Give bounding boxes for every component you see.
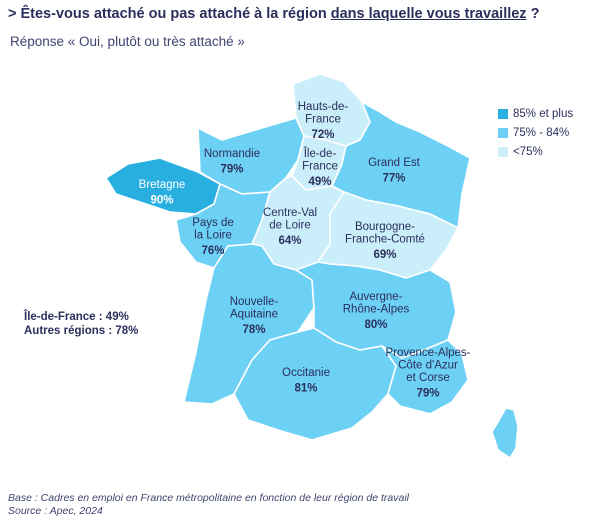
region-label-provence-alpes-cote-d-azur-et-corse-line-2: et Corse [406,372,449,384]
region-label-centre-val-de-loire-line-1: de Loire [269,220,311,232]
summary-stats: Île-de-France : 49% Autres régions : 78% [24,310,138,338]
region-label-bourgogne-franche-comte-line-1: Franche-Comté [345,234,425,246]
stat-ile-de-france: Île-de-France : 49% [24,311,129,323]
region-value-auvergne-rhone-alpes: 80% [364,319,387,331]
legend-label-high: 85% et plus [513,107,574,120]
chart-subtitle: Réponse « Oui, plutôt ou très attaché » [10,34,245,49]
region-value-ile-de-france: 49% [308,176,331,188]
region-value-bretagne: 90% [150,195,173,207]
region-label-auvergne-rhone-alpes-line-1: Rhône-Alpes [343,304,410,316]
region-label-nouvelle-aquitaine-line-1: Aquitaine [230,309,278,321]
region-provence-alpes-cote-d-azur [381,339,469,415]
region-label-ile-de-france-line-1: France [302,161,338,173]
footer-base: Base : Cadres en emploi en France métrop… [8,492,409,504]
region-label-normandie-line-0: Normandie [204,148,260,160]
region-label-auvergne-rhone-alpes-line-0: Auvergne- [349,291,402,303]
region-label-provence-alpes-cote-d-azur-et-corse-line-0: Provence-Alpes- [385,347,470,359]
region-value-pays-de-la-loire: 76% [201,245,224,257]
legend-label-low: <75% [513,145,543,158]
legend-item-low: <75% [498,142,573,161]
region-label-nouvelle-aquitaine-line-0: Nouvelle- [230,296,279,308]
region-value-bourgogne-franche-comte: 69% [373,249,396,261]
region-label-ile-de-france-line-0: Île-de- [303,147,337,160]
footer-source: Source : Apec, 2024 [8,505,103,517]
legend-swatch-high [498,108,508,119]
map-legend: 85% et plus 75% - 84% <75% [498,104,573,161]
title-suffix: ? [526,6,540,22]
region-value-provence-alpes-cote-d-azur-et-corse: 79% [416,388,439,400]
stat-autres-regions: Autres régions : 78% [24,325,139,337]
legend-item-high: 85% et plus [498,104,573,123]
region-value-grand-est: 77% [382,173,405,185]
legend-swatch-low [498,146,508,157]
title-underlined: dans laquelle vous travaillez [330,6,527,22]
region-label-hauts-de-france-line-0: Hauts-de- [298,101,349,113]
region-label-provence-alpes-cote-d-azur-et-corse-line-1: Côte d'Azur [398,360,458,372]
region-label-pays-de-la-loire-line-1: la Loire [194,230,232,242]
region-value-hauts-de-france: 72% [311,129,334,141]
chart-title: > Êtes-vous attaché ou pas attaché à la … [8,6,593,22]
legend-item-mid: 75% - 84% [498,123,573,142]
region-label-bretagne-line-0: Bretagne [139,179,186,191]
legend-label-mid: 75% - 84% [513,126,570,139]
region-value-normandie: 79% [220,164,243,176]
region-label-grand-est-line-0: Grand Est [368,157,421,169]
region-label-hauts-de-france-line-1: France [305,114,341,126]
title-prefix: > Êtes-vous attaché ou pas attaché à la … [8,6,331,22]
region-label-pays-de-la-loire-line-0: Pays de [192,217,234,229]
region-label-centre-val-de-loire-line-0: Centre-Val [263,207,317,219]
region-value-occitanie: 81% [294,383,317,395]
region-label-occitanie-line-0: Occitanie [282,367,330,379]
region-label-bourgogne-franche-comte-line-0: Bourgogne- [355,221,415,233]
footer-notes: Base : Cadres en emploi en France métrop… [8,492,409,518]
region-value-centre-val-de-loire: 64% [278,235,301,247]
region-corse [491,407,519,459]
legend-swatch-mid [498,127,508,138]
region-value-nouvelle-aquitaine: 78% [242,324,265,336]
